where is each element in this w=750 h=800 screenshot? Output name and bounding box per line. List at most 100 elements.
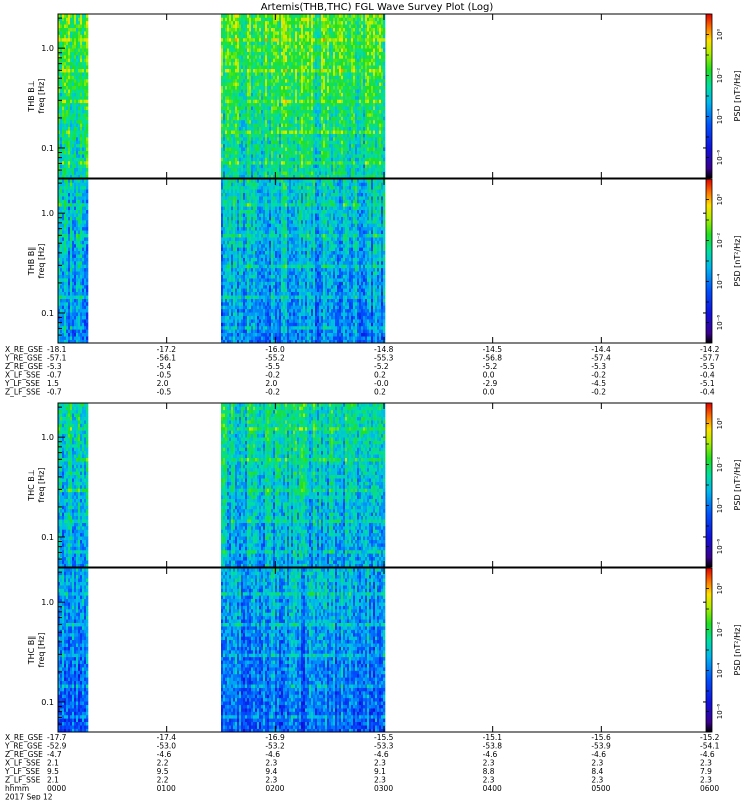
- spectrogram-cell: [58, 31, 61, 35]
- spectrogram-cell: [64, 233, 67, 238]
- spectrogram-cell: [247, 102, 250, 107]
- spectrogram-cell: [351, 89, 354, 93]
- spectrogram-cell: [58, 143, 61, 148]
- spectrogram-cell: [325, 130, 328, 134]
- spectrogram-cell: [291, 106, 294, 111]
- spectrogram-cell: [351, 174, 354, 179]
- spectrogram-cell: [381, 137, 384, 141]
- spectrogram-cell: [72, 130, 75, 134]
- spectrogram-cell: [367, 96, 370, 100]
- spectrogram-cell: [66, 261, 69, 265]
- spectrogram-cell: [74, 96, 77, 100]
- spectrogram-cell: [329, 133, 332, 138]
- spectrogram-cell: [84, 137, 87, 141]
- spectrogram-cell: [357, 119, 360, 124]
- spectrogram-cell: [297, 167, 300, 172]
- spectrogram-cell: [365, 58, 368, 63]
- spectrogram-cell: [247, 34, 250, 39]
- spectrogram-cell: [221, 82, 224, 87]
- spectrogram-cell: [225, 140, 228, 145]
- spectrogram-cell: [255, 119, 258, 124]
- spectrogram-cell: [58, 164, 61, 169]
- spectrogram-cell: [233, 96, 236, 100]
- spectrogram-cell: [271, 133, 274, 138]
- spectrogram-cell: [343, 61, 346, 66]
- spectrogram-cell: [74, 92, 77, 97]
- spectrogram-cell: [301, 24, 304, 29]
- spectrogram-cell: [301, 99, 304, 104]
- spectrogram-cell: [339, 130, 342, 134]
- spectrogram-cell: [84, 174, 87, 179]
- spectrogram-cell: [291, 167, 294, 172]
- spectrogram-cell: [249, 20, 252, 25]
- spectrogram-cell: [323, 58, 326, 63]
- spectrogram-cell: [253, 17, 256, 22]
- spectrogram-cell: [227, 96, 230, 100]
- spectrogram-cell: [341, 150, 344, 155]
- spectrogram-cell: [333, 99, 336, 104]
- spectrogram-cell: [313, 48, 316, 52]
- spectrogram-cell: [245, 78, 248, 83]
- spectrogram-cell: [345, 27, 348, 32]
- spectrogram-cell: [373, 78, 376, 83]
- spectrogram-cell: [245, 75, 248, 80]
- spectrogram-cell: [353, 82, 356, 87]
- spectrogram-cell: [315, 154, 318, 158]
- spectrogram-cell: [295, 14, 298, 18]
- spectrogram-cell: [363, 123, 366, 128]
- spectrogram-cell: [221, 41, 224, 46]
- spectrogram-cell: [223, 116, 226, 121]
- spectrogram-cell: [299, 113, 302, 117]
- spectrogram-cell: [263, 126, 266, 131]
- spectrogram-cell: [64, 209, 67, 214]
- spectrogram-cell: [331, 174, 334, 179]
- spectrogram-cell: [229, 17, 232, 22]
- spectrogram-cell: [299, 51, 302, 56]
- spectrogram-cell: [229, 51, 232, 56]
- spectrogram-cell: [241, 140, 244, 145]
- spectrogram-cell: [271, 113, 274, 117]
- spectrogram-cell: [259, 34, 262, 39]
- spectrogram-cell: [333, 126, 336, 131]
- spectrogram-cell: [311, 31, 314, 35]
- spectrogram-cell: [361, 140, 364, 145]
- spectrogram-cell: [58, 185, 61, 190]
- spectrogram-cell: [60, 267, 63, 272]
- spectrogram-cell: [269, 27, 272, 32]
- spectrogram-cell: [305, 116, 308, 121]
- spectrogram-cell: [281, 14, 284, 18]
- spectrogram-cell: [247, 24, 250, 29]
- spectrogram-cell: [70, 140, 73, 145]
- spectrogram-cell: [323, 20, 326, 25]
- spectrogram-cell: [281, 58, 284, 63]
- spectrogram-cell: [311, 27, 314, 32]
- spectrogram-cell: [58, 302, 61, 306]
- spectrogram-cell: [271, 99, 274, 104]
- spectrogram-cell: [361, 48, 364, 52]
- spectrogram-cell: [349, 82, 352, 87]
- spectrogram-cell: [309, 14, 312, 18]
- spectrogram-cell: [273, 102, 276, 107]
- spectrogram-cell: [357, 99, 360, 104]
- spectrogram-cell: [305, 143, 308, 148]
- spectrogram-cell: [311, 137, 314, 141]
- spectrogram-cell: [295, 20, 298, 25]
- spectrogram-cell: [279, 157, 282, 162]
- spectrogram-cell: [66, 281, 69, 286]
- spectrogram-cell: [319, 27, 322, 32]
- spectrogram-cell: [373, 61, 376, 66]
- spectrogram-cell: [261, 85, 264, 90]
- spectrogram-cell: [277, 20, 280, 25]
- spectrogram-cell: [375, 58, 378, 63]
- spectrogram-cell: [379, 130, 382, 134]
- spectrogram-cell: [363, 89, 366, 93]
- spectrogram-cell: [249, 167, 252, 172]
- spectrogram-cell: [72, 164, 75, 169]
- spectrogram-cell: [259, 24, 262, 29]
- spectrogram-cell: [58, 102, 61, 107]
- spectrogram-cell: [285, 24, 288, 29]
- spectrogram-cell: [377, 119, 380, 124]
- spectrogram-cell: [66, 267, 69, 272]
- spectrogram-cell: [58, 247, 61, 252]
- spectrogram-cell: [377, 96, 380, 100]
